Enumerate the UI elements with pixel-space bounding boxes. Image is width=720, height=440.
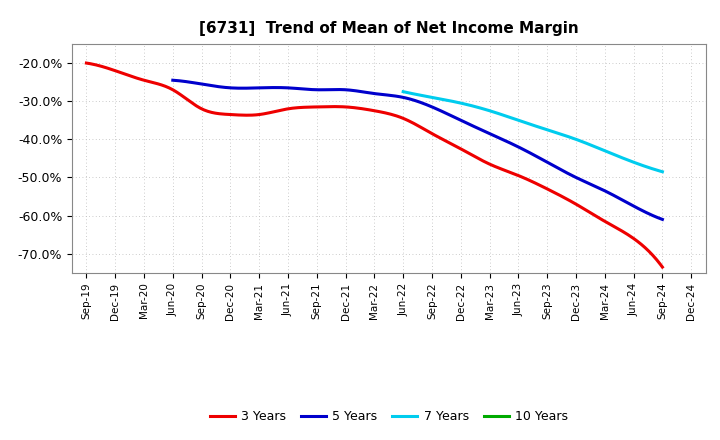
Legend: 3 Years, 5 Years, 7 Years, 10 Years: 3 Years, 5 Years, 7 Years, 10 Years — [204, 405, 573, 428]
7 Years — [399, 89, 408, 94]
7 Years — [553, 130, 562, 136]
Line: 5 Years: 5 Years — [173, 80, 662, 220]
7 Years — [552, 130, 561, 136]
7 Years — [557, 132, 566, 137]
Line: 7 Years: 7 Years — [403, 92, 662, 172]
3 Years — [567, 199, 576, 205]
7 Years — [634, 161, 642, 166]
3 Years — [425, 129, 433, 135]
5 Years — [168, 77, 177, 83]
3 Years — [423, 128, 432, 134]
3 Years — [84, 61, 93, 66]
5 Years — [459, 118, 467, 124]
Title: [6731]  Trend of Mean of Net Income Margin: [6731] Trend of Mean of Net Income Margi… — [199, 21, 579, 36]
3 Years — [82, 60, 91, 66]
3 Years — [658, 264, 667, 270]
5 Years — [468, 123, 477, 128]
3 Years — [435, 135, 444, 140]
5 Years — [170, 78, 179, 83]
7 Years — [658, 169, 667, 174]
7 Years — [400, 89, 408, 95]
Line: 3 Years: 3 Years — [86, 63, 662, 267]
5 Years — [612, 194, 621, 199]
5 Years — [658, 217, 667, 222]
5 Years — [460, 119, 469, 125]
3 Years — [604, 221, 613, 226]
7 Years — [617, 155, 626, 160]
5 Years — [581, 179, 590, 184]
